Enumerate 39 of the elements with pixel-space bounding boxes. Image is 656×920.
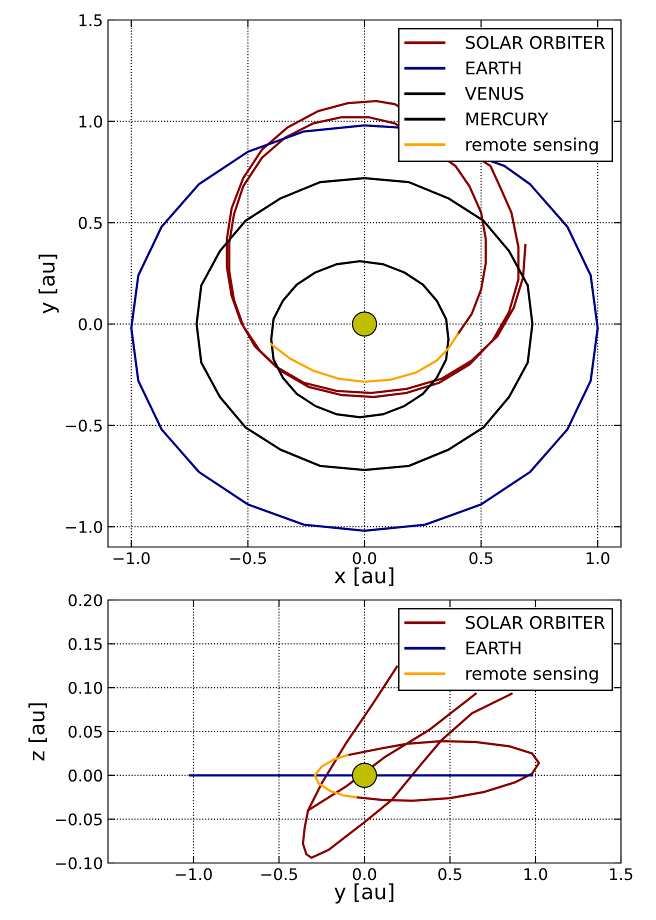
legend-label: remote sensing bbox=[466, 666, 598, 684]
x-tick-label: 0.5 bbox=[469, 552, 492, 564]
y-axis-title: y [au] bbox=[38, 254, 59, 314]
x-tick-label: 1.0 bbox=[586, 552, 610, 564]
line-series bbox=[314, 754, 358, 798]
y-tick-label: 0.20 bbox=[68, 594, 102, 606]
x-tick-label: 0.0 bbox=[352, 868, 376, 880]
legend-label: EARTH bbox=[466, 642, 520, 654]
y-tick-label: 0.00 bbox=[68, 770, 102, 782]
x-tick-label: 1.0 bbox=[524, 868, 548, 880]
legend-label: EARTH bbox=[466, 62, 520, 74]
y-tick-label: −0.10 bbox=[56, 857, 102, 870]
x-tick-label: −1.0 bbox=[114, 552, 150, 564]
y-axis-title: z [au] bbox=[28, 703, 48, 760]
y-tick-label: 0.15 bbox=[68, 638, 102, 650]
y-tick-label: 0.0 bbox=[78, 318, 102, 330]
y-tick-label: 0.5 bbox=[78, 216, 102, 229]
legend-label: SOLAR ORBITER bbox=[466, 36, 605, 50]
legend-label: MERCURY bbox=[466, 112, 548, 126]
y-tick-label: 1.0 bbox=[79, 116, 102, 128]
x-axis-title: y [au] bbox=[334, 883, 394, 904]
y-tick-label: 0.05 bbox=[68, 726, 102, 738]
x-tick-label: 0.5 bbox=[438, 868, 462, 880]
y-tick-label: 1.5 bbox=[79, 14, 102, 26]
line-series bbox=[270, 333, 459, 383]
x-tick-label: 1.5 bbox=[610, 868, 632, 880]
legend-label: remote sensing bbox=[466, 138, 598, 154]
x-tick-label: −0.5 bbox=[261, 868, 297, 880]
x-axis-title: x [au] bbox=[334, 567, 394, 586]
x-tick-label: −1.0 bbox=[176, 868, 212, 880]
y-tick-label: −1.0 bbox=[66, 520, 102, 534]
x-tick-label: −0.5 bbox=[230, 552, 266, 564]
y-tick-label: 0.10 bbox=[68, 682, 102, 694]
y-tick-label: −0.05 bbox=[56, 813, 102, 826]
y-tick-label: −0.5 bbox=[66, 420, 102, 432]
x-tick-label: 0.0 bbox=[352, 552, 376, 564]
legend-label: SOLAR ORBITER bbox=[466, 616, 605, 630]
line-series bbox=[130, 124, 599, 532]
legend-label: VENUS bbox=[464, 86, 524, 100]
